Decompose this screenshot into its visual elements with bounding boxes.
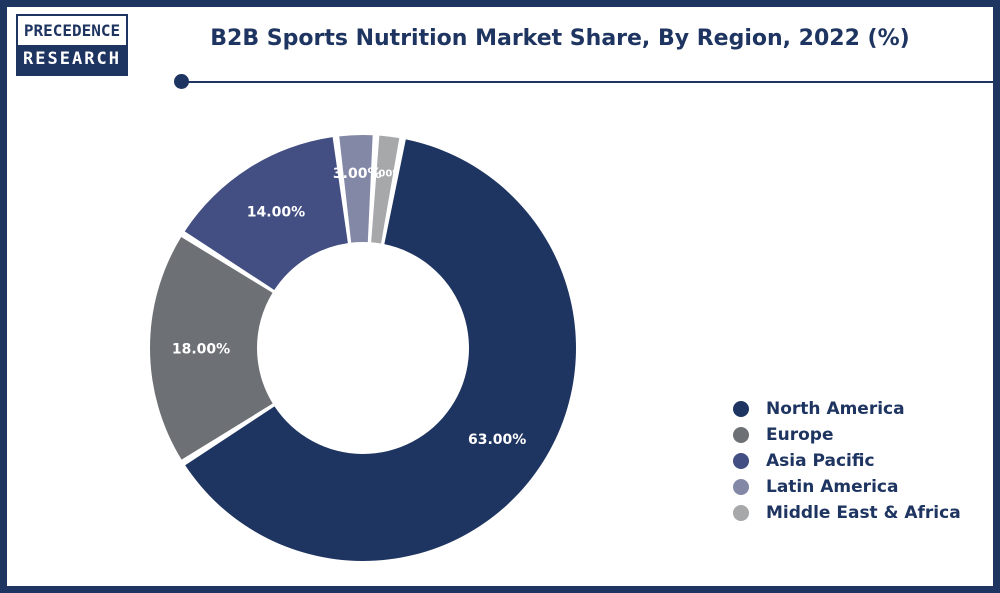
slice-europe [150,237,273,460]
slice-asia-pacific [184,137,348,290]
chart-legend: North America Europe Asia Pacific Latin Ame… [733,396,961,526]
slice-label: 3.00% [333,166,382,182]
slice-label: 63.00% [468,432,526,448]
legend-label: Europe [766,425,834,445]
legend-label: North America [766,399,905,419]
legend-label: Latin America [766,477,899,497]
legend-swatch-icon [733,401,749,417]
legend-item: Asia Pacific [733,448,961,474]
legend-swatch-icon [733,505,749,521]
legend-swatch-icon [733,453,749,469]
logo-line2: RESEARCH [18,45,126,74]
brand-logo: PRECEDENCE RESEARCH [16,14,128,76]
legend-label: Asia Pacific [766,451,875,471]
legend-item: Middle East & Africa [733,500,961,526]
legend-label: Middle East & Africa [766,503,961,523]
logo-line1: PRECEDENCE [23,21,121,40]
slice-label: 2.00% [368,168,403,179]
slice-label: 18.00% [172,341,230,357]
title-underline [181,81,993,83]
chart-title: B2B Sports Nutrition Market Share, By Re… [210,26,910,51]
legend-swatch-icon [733,427,749,443]
slice-label: 14.00% [247,204,305,220]
slice-north-america [185,139,576,561]
legend-item: Latin America [733,474,961,500]
legend-swatch-icon [733,479,749,495]
legend-item: Europe [733,422,961,448]
legend-item: North America [733,396,961,422]
slice-latin-america [339,135,373,243]
slice-middle-east-africa [371,135,400,244]
